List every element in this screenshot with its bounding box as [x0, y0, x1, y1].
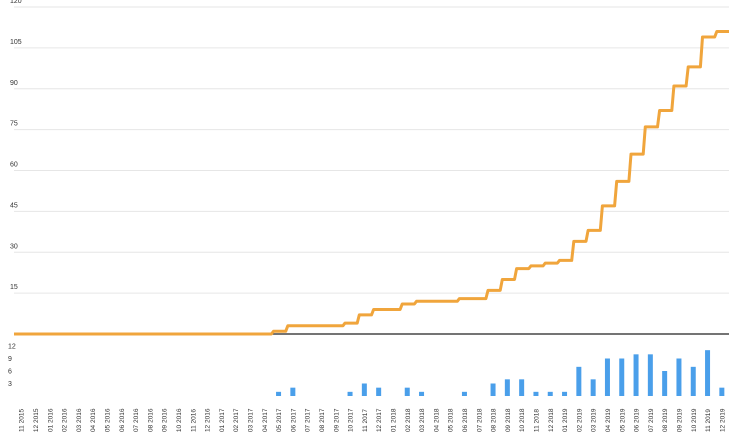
- bar: [533, 391, 539, 396]
- bar: [619, 358, 625, 396]
- y-tick-label: 30: [10, 243, 18, 250]
- top-chart-y-tick-labels: 15 30 45 60 75 90 105 120: [10, 0, 22, 291]
- x-tick-label: 09 2016: [162, 408, 169, 432]
- x-tick-label: 12 2019: [719, 408, 726, 432]
- y-tick-label: 45: [10, 202, 18, 209]
- x-tick-label: 06 2018: [462, 408, 469, 432]
- x-tick-label: 08 2017: [319, 408, 326, 432]
- x-tick-label: 10 2017: [348, 408, 355, 432]
- y-tick-label: 75: [10, 121, 18, 128]
- bar: [604, 358, 610, 396]
- bar: [404, 387, 410, 396]
- x-tick-label: 04 2018: [433, 408, 440, 432]
- bottom-chart-y-tick-labels: 3 6 9 12: [8, 344, 16, 389]
- x-tick-label: 02 2016: [62, 408, 69, 432]
- x-tick-label: 12 2017: [376, 408, 383, 432]
- bar: [662, 371, 668, 396]
- monthly-bar-series: [276, 350, 725, 396]
- x-tick-label: 11 2015: [19, 409, 26, 432]
- x-tick-label: 06 2017: [290, 408, 297, 432]
- x-tick-label: 03 2018: [419, 408, 426, 432]
- x-tick-label: 08 2018: [491, 408, 498, 432]
- x-tick-label: 03 2016: [76, 408, 83, 432]
- x-tick-label: 11 2018: [534, 409, 541, 432]
- x-tick-label: 06 2019: [634, 408, 641, 432]
- bar: [576, 366, 582, 396]
- x-tick-label: 06 2016: [119, 408, 126, 432]
- bar: [504, 379, 510, 396]
- x-tick-label: 05 2019: [619, 408, 626, 432]
- x-tick-label: 11 2019: [705, 409, 712, 432]
- x-tick-label: 01 2017: [219, 408, 226, 432]
- x-tick-label: 04 2017: [262, 408, 269, 432]
- x-tick-label: 05 2016: [105, 408, 112, 432]
- x-tick-label: 09 2017: [333, 408, 340, 432]
- bar: [490, 383, 496, 396]
- x-tick-label: 01 2018: [391, 408, 398, 432]
- x-tick-label: 04 2016: [90, 408, 97, 432]
- x-tick-label: 11 2017: [362, 409, 369, 432]
- bar: [590, 379, 596, 396]
- x-tick-label: 11 2016: [190, 409, 197, 432]
- x-tick-label: 07 2017: [305, 408, 312, 432]
- y-tick-label: 6: [8, 369, 12, 376]
- bar: [276, 391, 282, 396]
- x-tick-label: 05 2017: [276, 408, 283, 432]
- y-tick-label: 9: [8, 356, 12, 363]
- x-tick-label: 02 2017: [233, 408, 240, 432]
- bar: [562, 391, 568, 396]
- x-tick-label: 07 2019: [648, 408, 655, 432]
- x-tick-label: 08 2019: [662, 408, 669, 432]
- y-tick-label: 3: [8, 381, 12, 388]
- x-tick-label: 10 2016: [176, 408, 183, 432]
- bar: [633, 354, 639, 396]
- x-tick-label: 03 2019: [591, 408, 598, 432]
- bar: [347, 391, 353, 396]
- x-tick-label: 02 2019: [576, 408, 583, 432]
- bar: [547, 391, 553, 396]
- bar: [419, 391, 425, 396]
- bar: [519, 379, 525, 396]
- bar: [676, 358, 682, 396]
- y-tick-label: 90: [10, 80, 18, 87]
- x-tick-label: 12 2016: [205, 408, 212, 432]
- x-tick-label: 07 2018: [476, 408, 483, 432]
- bar: [705, 350, 711, 396]
- y-tick-label: 60: [10, 162, 18, 169]
- top-chart-gridlines: [14, 6, 729, 294]
- x-tick-label: 05 2018: [448, 408, 455, 432]
- cumulative-line-series: [14, 30, 729, 336]
- x-tick-label: 12 2015: [33, 408, 40, 432]
- x-tick-label: 10 2019: [691, 408, 698, 432]
- x-tick-label: 03 2017: [248, 408, 255, 432]
- y-tick-label: 12: [8, 344, 16, 351]
- bar: [361, 383, 367, 396]
- x-tick-label: 12 2018: [548, 408, 555, 432]
- bar: [690, 366, 696, 396]
- x-tick-label: 01 2019: [562, 408, 569, 432]
- y-tick-label: 120: [10, 0, 22, 5]
- y-tick-label: 15: [10, 284, 18, 291]
- x-tick-label: 10 2018: [519, 408, 526, 432]
- x-axis-tick-labels: 11 2015 12 2015 01 2016 02 2016 03 2016 04 20…: [19, 408, 727, 432]
- x-tick-label: 09 2018: [505, 408, 512, 432]
- bar: [290, 387, 296, 396]
- bar: [376, 387, 382, 396]
- x-tick-label: 09 2019: [677, 408, 684, 432]
- bar: [461, 391, 467, 396]
- bar: [647, 354, 653, 396]
- x-tick-label: 01 2016: [47, 408, 54, 432]
- x-tick-label: 07 2016: [133, 408, 140, 432]
- y-tick-label: 105: [10, 39, 22, 46]
- x-tick-label: 02 2018: [405, 408, 412, 432]
- bar: [719, 387, 725, 396]
- x-tick-label: 04 2019: [605, 408, 612, 432]
- x-tick-label: 08 2016: [147, 408, 154, 432]
